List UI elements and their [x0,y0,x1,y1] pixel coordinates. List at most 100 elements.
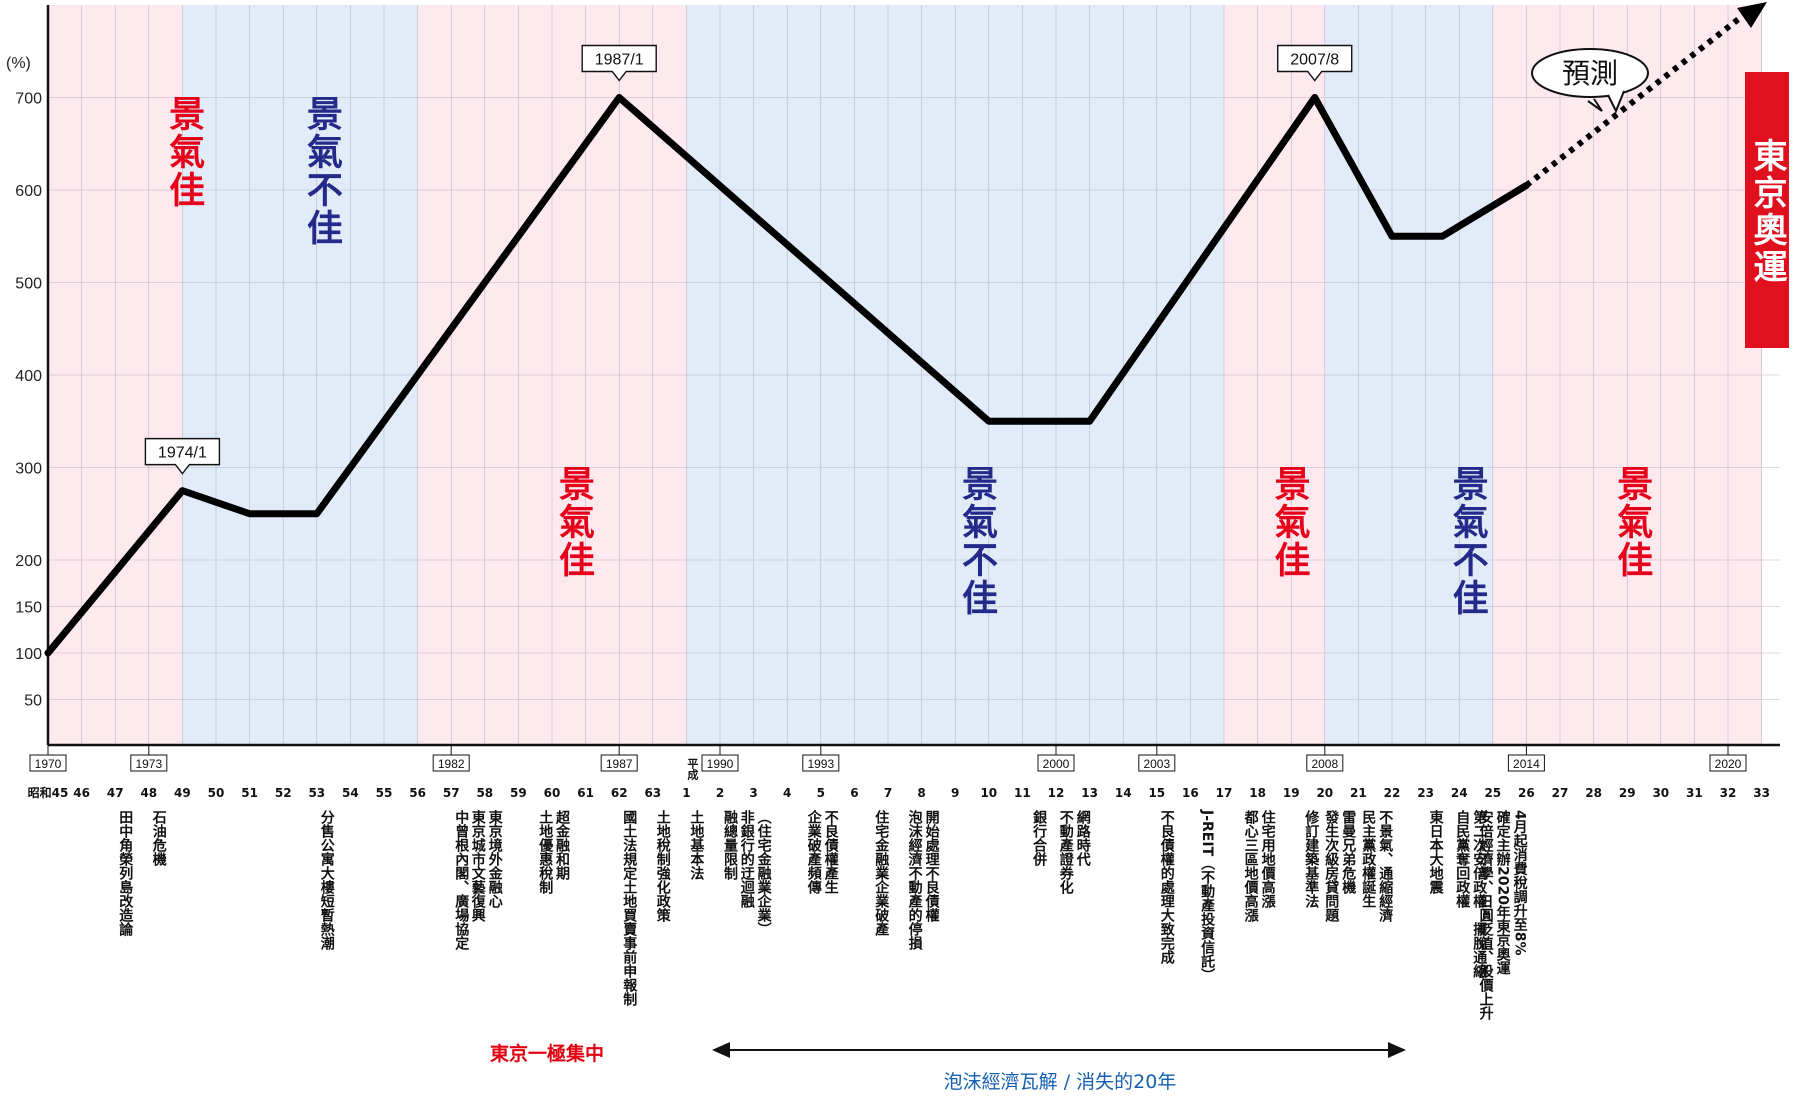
era-label: 3 [749,786,757,800]
year-tick-label: 1973 [135,757,162,771]
era-label: 25 [1484,786,1501,800]
era-label: 21 [1350,786,1367,800]
year-tick-label: 1993 [807,757,834,771]
era-label: 6 [850,786,858,800]
forecast-bubble-pointer [1607,90,1625,114]
heisei-prefix: 平成 [686,758,699,781]
era-label: 61 [577,786,594,800]
era-label: 56 [409,786,426,800]
era-label: 10 [980,786,997,800]
band-label: 景氣不佳 [956,465,998,617]
event-label: J-REIT（不動產投資信託） [1199,809,1216,982]
era-label: 昭和45 [28,785,69,800]
era-label: 24 [1451,786,1468,800]
era-label: 12 [1048,786,1065,800]
era-label: 18 [1249,786,1266,800]
era-label: 30 [1652,786,1669,800]
event-label: 非銀行的迂迴融 [739,809,756,909]
bubble-era-arrow-right [1388,1042,1406,1058]
era-label: 31 [1686,786,1703,800]
era-label: 57 [443,786,460,800]
y-tick-label: 500 [15,276,42,293]
callout-box [581,44,657,82]
callout-box [144,437,221,475]
era-label: 46 [73,786,90,800]
price-series-line [44,94,1530,657]
year-tick-label: 1970 [35,757,62,771]
era-label: 47 [107,786,124,800]
era-label: 16 [1182,786,1199,800]
event-label: 超金融和期 [554,809,571,881]
era-label: 28 [1585,786,1602,800]
era-label: 63 [644,786,661,800]
era-label: 58 [476,786,493,800]
bubble-era-arrow-left [712,1042,730,1058]
era-label: 33 [1753,786,1770,800]
era-label: 32 [1720,786,1737,800]
era-label: 17 [1216,786,1233,800]
event-label: 修訂建築基準法 [1303,809,1320,909]
era-label: 29 [1619,786,1636,800]
footer-bubble-label: 泡沫經濟瓦解 / 消失的20年 [944,1071,1177,1093]
olympic-block [1745,72,1789,348]
event-label: 4月起消費稅調升至8% [1512,810,1529,956]
era-label: 60 [544,786,561,800]
era-label: 52 [275,786,292,800]
y-tick-label: 400 [15,368,42,385]
era-label: 1 [682,786,690,800]
era-label: 50 [208,786,225,800]
year-tick-box [1709,754,1747,772]
event-label: （住宅金融業企業） [756,810,773,936]
event-label: 住宅金融業企業破產 [873,809,890,937]
y-unit-label: (%) [6,55,31,72]
year-tick-label: 2014 [1513,757,1540,771]
year-tick-box [600,754,638,772]
year-tick-label: 1987 [606,757,633,771]
y-tick-label: 150 [15,600,42,617]
event-label: 田中角榮列島改造論 [117,810,133,937]
era-label: 8 [917,786,925,800]
year-tick-label: 1990 [707,757,734,771]
era-label: 51 [241,786,258,800]
event-label: 安倍經濟學、日圓貶值、股價上升 [1478,809,1495,1021]
y-tick-label: 600 [15,183,42,200]
year-tick-box [29,754,67,772]
y-tick-label: 200 [15,553,42,570]
event-label: 確定主辦2020年東京奧運 [1495,809,1511,975]
event-label: 分售公寓大樓短暫熱潮 [319,810,336,951]
era-label: 54 [342,786,359,800]
year-tick-box [701,754,739,772]
band-label: 景氣不佳 [1447,465,1489,617]
era-label: 11 [1014,786,1031,800]
y-tick-label: 700 [15,91,42,108]
event-label: 發生次級房貸問題 [1323,809,1340,923]
era-label: 27 [1552,786,1569,800]
forecast-label: 預測 [1562,57,1618,90]
event-label: 東日本大地震 [1428,809,1445,895]
y-tick-label: 100 [15,646,42,663]
event-label: 國土法規定土地買賣事前申報制 [621,810,638,1007]
olympic-label: 東京奧運 [1747,138,1787,286]
event-label: 企業破產頻傳 [806,809,823,895]
band-label: 景氣佳 [1269,465,1311,579]
era-label: 26 [1518,786,1535,800]
era-label: 2 [716,786,724,800]
year-tick-label: 2003 [1143,757,1170,771]
year-tick-box [1138,754,1176,772]
event-label: 雷曼兄弟危機 [1340,809,1357,895]
event-label: 第二次安倍政權、擺脫通縮 [1471,809,1487,979]
year-tick-label: 2008 [1311,757,1338,771]
year-tick-box [1037,754,1075,772]
y-tick-label: 50 [24,693,42,710]
year-tick-label: 1982 [438,757,465,771]
era-label: 49 [174,786,191,800]
era-label: 59 [510,786,527,800]
era-label: 55 [376,786,393,800]
event-label: 不動產證券化 [1058,810,1075,895]
year-tick-box [130,754,168,772]
era-label: 5 [817,786,825,800]
era-label: 23 [1417,786,1434,800]
era-label: 4 [783,786,791,800]
callout-label: 2007/8 [1290,52,1339,69]
